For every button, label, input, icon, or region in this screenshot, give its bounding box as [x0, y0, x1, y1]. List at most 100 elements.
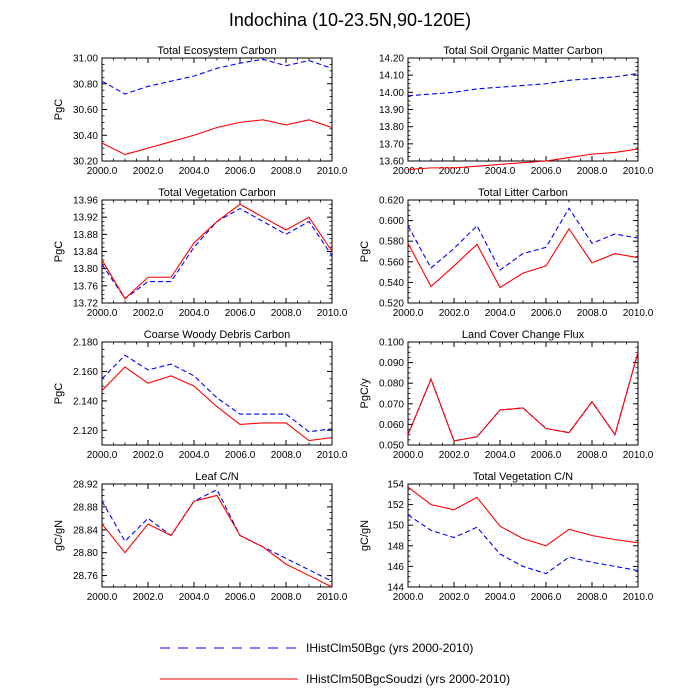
panel-title: Total Vegetation Carbon [158, 187, 275, 199]
x-tick-label: 2010.0 [623, 592, 654, 603]
y-tick-label: 13.84 [73, 247, 98, 258]
y-axis-label: PgC [53, 241, 65, 262]
x-tick-label: 2002.0 [439, 166, 470, 177]
panel-1: Total Ecosystem Carbon PgC 2000.0 2002.0 200… [53, 45, 348, 177]
panel-title: Total Vegetation C/N [473, 471, 573, 483]
y-tick-label: 28.84 [73, 525, 98, 536]
plot-frame [101, 57, 333, 162]
y-tick-label: 13.88 [73, 230, 98, 241]
y-tick-label: 13.72 [73, 299, 98, 310]
x-tick-label: 2000.0 [87, 592, 118, 603]
x-tick-label: 2008.0 [271, 308, 302, 319]
x-tick-label: 2002.0 [133, 166, 164, 177]
x-tick-label: 2006.0 [531, 308, 562, 319]
legend: IHistClm50Bgc (yrs 2000-2010) IHistClm50B… [160, 641, 510, 686]
x-tick-label: 2010.0 [623, 166, 654, 177]
y-tick-label: 2.160 [73, 367, 98, 378]
y-tick-label: 2.120 [73, 426, 98, 437]
x-tick-label: 2000.0 [393, 450, 424, 461]
series-line-2 [101, 494, 333, 588]
y-tick-label: 0.540 [379, 278, 404, 289]
panels: Total Ecosystem Carbon PgC 2000.0 2002.0 200… [53, 45, 654, 603]
x-tick-label: 2000.0 [87, 166, 118, 177]
x-tick-label: 2006.0 [225, 592, 256, 603]
y-tick-label: 2.180 [73, 338, 98, 349]
y-tick-label: 0.580 [379, 237, 404, 248]
x-tick-label: 2002.0 [439, 450, 470, 461]
y-axis-label: PgC/y [359, 378, 371, 408]
x-tick-label: 2010.0 [317, 308, 348, 319]
y-tick-label: 148 [387, 541, 404, 552]
x-tick-label: 2008.0 [271, 450, 302, 461]
x-tick-label: 2008.0 [577, 592, 608, 603]
panel-title: Total Litter Carbon [478, 187, 568, 199]
x-tick-label: 2006.0 [531, 450, 562, 461]
y-axis-label: PgC [53, 99, 65, 120]
x-tick-label: 2008.0 [577, 450, 608, 461]
y-tick-label: 146 [387, 562, 404, 573]
panel-title: Coarse Woody Debris Carbon [144, 329, 291, 341]
x-tick-label: 2006.0 [225, 308, 256, 319]
y-tick-label: 154 [387, 480, 404, 491]
plot-frame [101, 341, 333, 446]
x-tick-label: 2004.0 [179, 166, 210, 177]
series-line-1 [407, 72, 639, 97]
panel-2: Total Soil Organic Matter Carbon 2000.0 20… [379, 45, 654, 177]
panel-7: Leaf C/N gC/gN 2000.0 2002.0 2004.0 2006.0 200… [53, 471, 348, 603]
y-tick-label: 13.96 [73, 196, 98, 207]
y-tick-label: 13.90 [379, 105, 404, 116]
y-tick-label: 13.70 [379, 139, 404, 150]
y-tick-label: 13.76 [73, 281, 98, 292]
figure-title: Indochina (10-23.5N,90-120E) [229, 10, 471, 30]
panel-4: Total Litter Carbon PgC 2000.0 2002.0 2004.0… [359, 187, 654, 319]
x-tick-label: 2004.0 [485, 308, 516, 319]
y-tick-label: 28.88 [73, 502, 98, 513]
x-tick-label: 2000.0 [393, 166, 424, 177]
y-tick-label: 150 [387, 521, 404, 532]
legend-label-2: IHistClm50BgcSoudzi (yrs 2000-2010) [306, 672, 510, 686]
x-tick-label: 2006.0 [531, 166, 562, 177]
x-tick-label: 2004.0 [179, 450, 210, 461]
y-tick-label: 31.00 [73, 54, 98, 65]
series-line-2 [407, 227, 639, 289]
series-line-1 [101, 354, 333, 433]
x-tick-label: 2006.0 [225, 166, 256, 177]
series-line-1 [101, 488, 333, 582]
series-line-2 [101, 119, 333, 156]
series-line-2 [101, 203, 333, 300]
y-tick-label: 0.070 [379, 399, 404, 410]
x-tick-label: 2010.0 [623, 450, 654, 461]
y-tick-label: 0.100 [379, 338, 404, 349]
x-tick-label: 2002.0 [133, 592, 164, 603]
panel-title: Land Cover Change Flux [462, 329, 585, 341]
y-axis-label: PgC [359, 241, 371, 262]
x-tick-label: 2004.0 [485, 592, 516, 603]
plot-frame [407, 341, 639, 446]
plot-frame [407, 483, 639, 588]
x-tick-label: 2010.0 [623, 308, 654, 319]
y-axis-label: PgC [53, 383, 65, 404]
plot-frame [407, 199, 639, 304]
x-tick-label: 2000.0 [87, 450, 118, 461]
y-tick-label: 14.20 [379, 54, 404, 65]
panel-title: Total Ecosystem Carbon [157, 45, 276, 57]
y-tick-label: 0.080 [379, 379, 404, 390]
y-tick-label: 2.140 [73, 396, 98, 407]
series-line-1 [101, 58, 333, 95]
x-tick-label: 2010.0 [317, 450, 348, 461]
y-tick-label: 0.560 [379, 257, 404, 268]
y-tick-label: 144 [387, 583, 404, 594]
series-line-1 [407, 207, 639, 271]
x-tick-label: 2000.0 [87, 308, 118, 319]
x-tick-label: 2004.0 [179, 308, 210, 319]
x-tick-label: 2006.0 [531, 592, 562, 603]
x-tick-label: 2008.0 [271, 592, 302, 603]
x-tick-label: 2002.0 [133, 308, 164, 319]
x-tick-label: 2000.0 [393, 592, 424, 603]
y-tick-label: 14.10 [379, 71, 404, 82]
y-tick-label: 30.60 [73, 105, 98, 116]
y-tick-label: 28.92 [73, 480, 98, 491]
series-line-1 [407, 352, 639, 442]
y-tick-label: 0.520 [379, 299, 404, 310]
